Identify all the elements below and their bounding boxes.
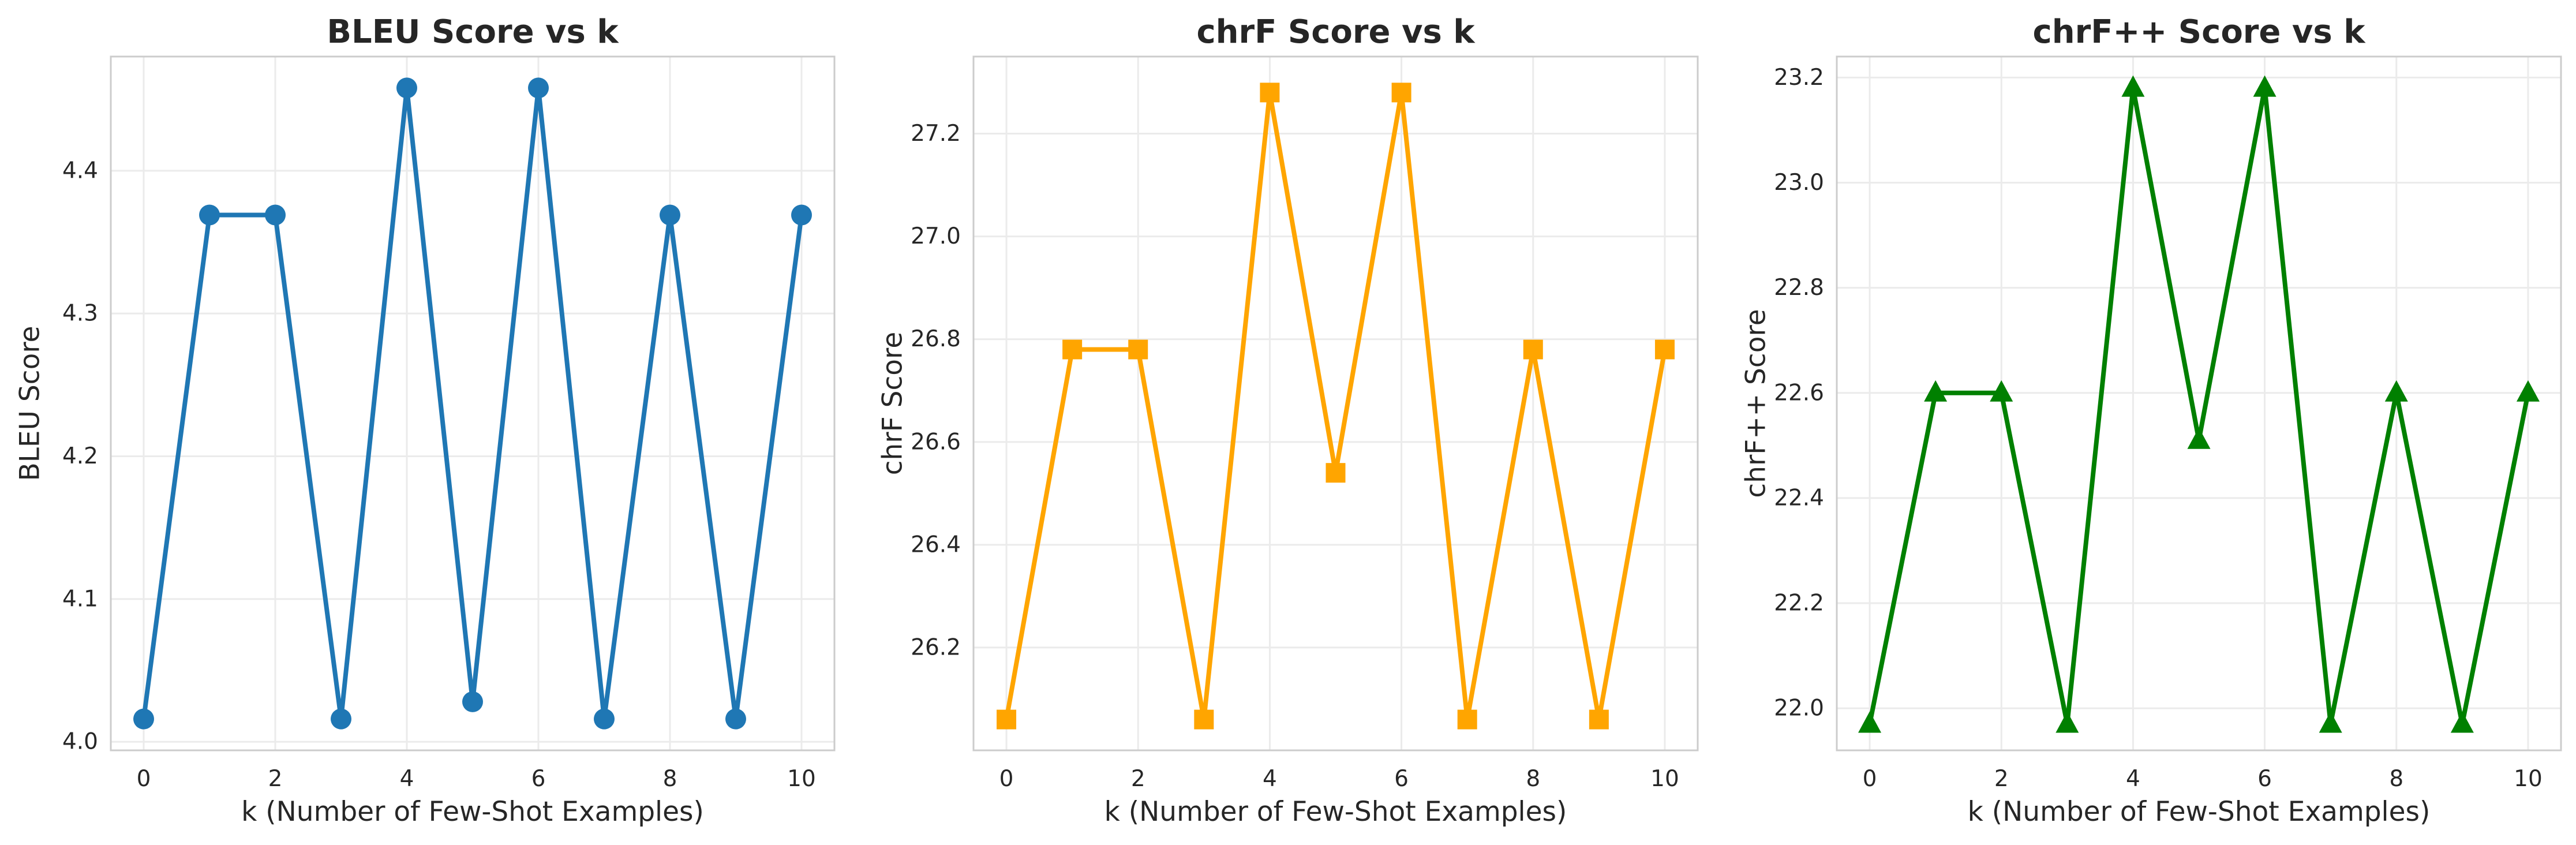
plot-frame [972, 55, 1699, 751]
data-point [2055, 711, 2079, 733]
data-point [133, 708, 154, 730]
data-point [791, 204, 812, 226]
y-tick-label: 4.0 [62, 729, 98, 755]
x-tick-label: 4 [1263, 766, 1277, 792]
y-axis-label: chrF Score [877, 332, 909, 476]
data-point [2516, 380, 2540, 402]
data-point [2187, 427, 2211, 449]
y-tick-label: 26.8 [911, 326, 961, 352]
chart-panel-3: 0 2 4 6 8 10 22.0 22.2 22.4 22.6 22.8 23.0 23.2 chrF+… [1740, 13, 2562, 828]
data-point [1128, 339, 1148, 360]
y-tick-label: 22.4 [1774, 485, 1824, 511]
chart-panel-1: 0 2 4 6 8 10 4.0 4.1 4.2 4.3 4.4 BLEU Score vs k k (… [14, 13, 836, 828]
data-point [1924, 380, 1948, 402]
data-point [528, 77, 549, 99]
data-point [2384, 380, 2408, 402]
x-tick-label: 6 [1394, 766, 1409, 792]
data-point [660, 204, 680, 226]
x-axis-label: k (Number of Few-Shot Examples) [1968, 796, 2431, 828]
x-tick-label: 0 [137, 766, 151, 792]
x-tick-label: 8 [2389, 766, 2403, 792]
y-tick-label: 22.8 [1774, 275, 1824, 301]
y-tick-label: 23.0 [1774, 170, 1824, 196]
data-point [396, 77, 417, 99]
x-tick-label: 10 [1650, 766, 1679, 792]
chart-title: BLEU Score vs k [327, 13, 619, 51]
x-tick-label: 6 [531, 766, 546, 792]
data-point [199, 204, 220, 226]
plot-frame [110, 55, 836, 751]
data-point [1391, 83, 1411, 103]
data-point [1260, 83, 1280, 103]
y-tick-label: 4.1 [62, 586, 98, 612]
data-point [1062, 339, 1083, 360]
series-line [141, 85, 804, 721]
plot-frame [1836, 55, 2562, 751]
data-point [1194, 709, 1214, 730]
data-point [1589, 709, 1609, 730]
y-tick-label: 26.2 [911, 634, 961, 660]
data-point [2121, 75, 2145, 97]
x-tick-label: 6 [2257, 766, 2272, 792]
x-tick-label: 0 [1863, 766, 1877, 792]
y-tick-label: 4.3 [62, 301, 98, 327]
x-tick-label: 8 [663, 766, 677, 792]
y-tick-label: 27.2 [911, 121, 961, 147]
data-point [1990, 380, 2013, 402]
chart-title: chrF Score vs k [1196, 13, 1476, 51]
data-point [725, 708, 746, 730]
data-point [997, 709, 1017, 730]
y-tick-label: 4.2 [62, 443, 98, 469]
data-point [594, 708, 615, 730]
x-tick-label: 0 [999, 766, 1014, 792]
data-point [331, 708, 351, 730]
x-tick-label: 4 [2126, 766, 2140, 792]
x-tick-label: 4 [400, 766, 414, 792]
y-tick-label: 22.0 [1774, 696, 1824, 721]
data-point [2450, 711, 2474, 733]
series-line [1004, 90, 1667, 722]
data-point [2319, 711, 2342, 733]
y-axis-label: BLEU Score [14, 326, 46, 481]
data-point [1326, 463, 1346, 483]
y-tick-label: 4.4 [62, 158, 98, 184]
chart-title: chrF++ Score vs k [2033, 13, 2367, 51]
data-point [1523, 339, 1543, 360]
x-tick-label: 8 [1526, 766, 1540, 792]
chart-panel-2: 0 2 4 6 8 10 26.2 26.4 26.6 26.8 27.0 27.2 chrF Scor… [877, 13, 1699, 828]
x-tick-label: 10 [2514, 766, 2543, 792]
x-tick-label: 2 [1994, 766, 2009, 792]
x-tick-label: 2 [1131, 766, 1145, 792]
y-tick-label: 27.0 [911, 223, 961, 249]
x-tick-label: 10 [787, 766, 816, 792]
x-tick-label: 2 [268, 766, 283, 792]
y-tick-label: 26.6 [911, 429, 961, 455]
x-axis-label: k (Number of Few-Shot Examples) [241, 796, 704, 828]
y-tick-label: 26.4 [911, 532, 961, 558]
data-point [462, 691, 483, 712]
data-point [265, 204, 286, 226]
y-axis-label: chrF++ Score [1740, 309, 1772, 498]
x-axis-label: k (Number of Few-Shot Examples) [1104, 796, 1567, 828]
y-tick-label: 22.2 [1774, 590, 1824, 616]
y-tick-label: 23.2 [1774, 65, 1824, 91]
data-point [1457, 709, 1477, 730]
y-tick-label: 22.6 [1774, 380, 1824, 406]
data-point [1858, 711, 1882, 733]
data-point [1654, 339, 1675, 360]
data-point [2253, 75, 2277, 97]
